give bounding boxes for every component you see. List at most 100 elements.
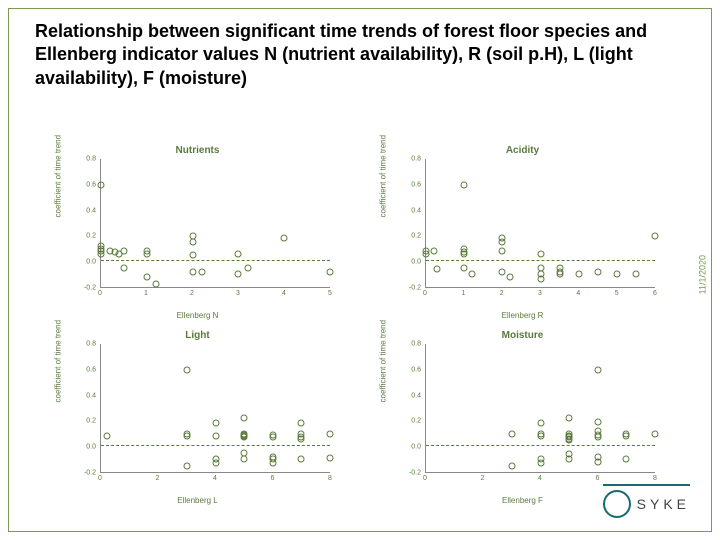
y-ticks: -0.20.00.20.40.60.8 [80,344,98,473]
data-point [241,456,248,463]
data-point [499,268,506,275]
y-tick: -0.2 [84,470,96,477]
x-tick: 8 [653,475,657,482]
data-point [120,264,127,271]
data-point [189,268,196,275]
scatter-plot: Aciditycoefficient of time trendEllenber… [385,145,660,320]
x-tick: 5 [615,290,619,297]
scatter-plot: Moisturecoefficient of time trendEllenbe… [385,330,660,505]
x-tick: 0 [423,475,427,482]
zero-line [426,260,655,261]
data-point [575,271,582,278]
plot-title: Moisture [385,330,660,341]
logo-text: SYKE [637,496,690,512]
x-tick: 0 [423,290,427,297]
data-point [537,420,544,427]
x-tick: 1 [461,290,465,297]
data-point [461,181,468,188]
x-tick: 2 [500,290,504,297]
data-point [508,462,515,469]
y-tick: 0.4 [86,392,96,399]
data-point [594,268,601,275]
x-ticks: 0 1 2 3 4 5 6 [425,290,655,302]
x-tick: 3 [236,290,240,297]
page-title: Relationship between significant time tr… [35,20,670,90]
data-point [594,434,601,441]
x-axis-label: Ellenberg R [385,311,660,320]
x-tick: 3 [538,290,542,297]
data-point [594,366,601,373]
y-tick: 0.0 [86,444,96,451]
data-point [212,460,219,467]
y-tick: 0.6 [411,181,421,188]
y-tick: 0.6 [411,366,421,373]
data-point [152,281,159,288]
data-point [594,458,601,465]
data-point [652,232,659,239]
y-tick: 0.8 [411,156,421,163]
data-point [613,271,620,278]
y-axis-label: coefficient of time trend [379,319,388,402]
y-tick: 0.4 [411,207,421,214]
y-tick: 0.0 [86,259,96,266]
zero-line [426,445,655,446]
y-tick: 0.8 [86,156,96,163]
y-tick: 0.0 [411,259,421,266]
data-point [556,268,563,275]
x-tick: 6 [271,475,275,482]
data-point [468,271,475,278]
x-tick: 8 [328,475,332,482]
data-point [298,435,305,442]
x-tick: 6 [653,290,657,297]
y-tick: 0.6 [86,366,96,373]
x-tick: 0 [98,290,102,297]
data-point [244,264,251,271]
data-point [183,366,190,373]
x-tick: 2 [156,475,160,482]
data-point [183,462,190,469]
data-point [189,252,196,259]
y-tick: 0.2 [411,418,421,425]
data-point [499,248,506,255]
plot-title: Nutrients [60,145,335,156]
y-tick: -0.2 [409,470,421,477]
data-point [212,433,219,440]
x-ticks: 012345 [100,290,330,302]
data-point [198,268,205,275]
y-tick: 0.4 [86,207,96,214]
y-axis-label: coefficient of time trend [54,319,63,402]
data-point [499,239,506,246]
x-tick: 2 [190,290,194,297]
y-tick: 0.2 [86,233,96,240]
x-tick: 2 [481,475,485,482]
data-point [241,434,248,441]
data-point [461,250,468,257]
data-point [652,430,659,437]
data-point [508,430,515,437]
data-point [241,415,248,422]
y-axis-label: coefficient of time trend [379,134,388,217]
y-tick: -0.2 [84,285,96,292]
plot-title: Light [60,330,335,341]
syke-logo: SYKE [603,484,690,518]
data-point [537,433,544,440]
data-point [235,250,242,257]
y-tick: 0.6 [86,181,96,188]
plot-title: Acidity [385,145,660,156]
data-point [430,248,437,255]
data-point [212,420,219,427]
x-tick: 4 [576,290,580,297]
data-point [537,460,544,467]
y-tick: 0.2 [86,418,96,425]
data-point [189,239,196,246]
data-point [566,437,573,444]
data-point [632,271,639,278]
y-tick: 0.8 [411,341,421,348]
data-point [537,264,544,271]
data-point [506,273,513,280]
data-point [327,268,334,275]
data-point [235,271,242,278]
data-point [120,248,127,255]
data-point [183,433,190,440]
data-point [594,419,601,426]
